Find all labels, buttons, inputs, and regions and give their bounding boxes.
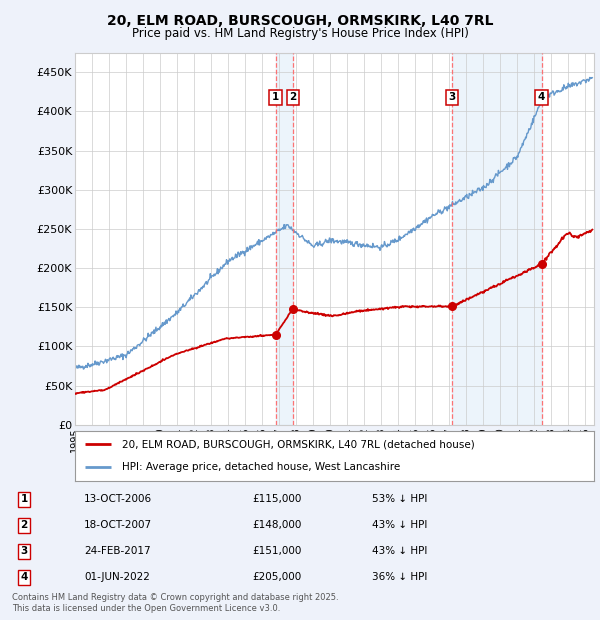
Text: 1: 1: [20, 494, 28, 504]
Text: 3: 3: [448, 92, 455, 102]
Text: 2: 2: [20, 520, 28, 530]
Text: 3: 3: [20, 546, 28, 556]
Text: 01-JUN-2022: 01-JUN-2022: [84, 572, 150, 582]
Text: 4: 4: [538, 92, 545, 102]
Text: 24-FEB-2017: 24-FEB-2017: [84, 546, 151, 556]
Text: £115,000: £115,000: [252, 494, 301, 504]
Text: Price paid vs. HM Land Registry's House Price Index (HPI): Price paid vs. HM Land Registry's House …: [131, 27, 469, 40]
Text: 13-OCT-2006: 13-OCT-2006: [84, 494, 152, 504]
Text: 36% ↓ HPI: 36% ↓ HPI: [372, 572, 427, 582]
Text: 53% ↓ HPI: 53% ↓ HPI: [372, 494, 427, 504]
Text: £148,000: £148,000: [252, 520, 301, 530]
Text: 43% ↓ HPI: 43% ↓ HPI: [372, 520, 427, 530]
Text: £151,000: £151,000: [252, 546, 301, 556]
Bar: [275, 53, 293, 425]
Text: 4: 4: [20, 572, 28, 582]
Text: 18-OCT-2007: 18-OCT-2007: [84, 520, 152, 530]
Text: 2: 2: [289, 92, 296, 102]
Text: 43% ↓ HPI: 43% ↓ HPI: [372, 546, 427, 556]
Text: HPI: Average price, detached house, West Lancashire: HPI: Average price, detached house, West…: [122, 462, 400, 472]
Text: 1: 1: [272, 92, 279, 102]
Text: Contains HM Land Registry data © Crown copyright and database right 2025.
This d: Contains HM Land Registry data © Crown c…: [12, 593, 338, 613]
Text: £205,000: £205,000: [252, 572, 301, 582]
Text: 20, ELM ROAD, BURSCOUGH, ORMSKIRK, L40 7RL: 20, ELM ROAD, BURSCOUGH, ORMSKIRK, L40 7…: [107, 14, 493, 28]
Bar: [452, 53, 542, 425]
Text: 20, ELM ROAD, BURSCOUGH, ORMSKIRK, L40 7RL (detached house): 20, ELM ROAD, BURSCOUGH, ORMSKIRK, L40 7…: [122, 440, 475, 450]
